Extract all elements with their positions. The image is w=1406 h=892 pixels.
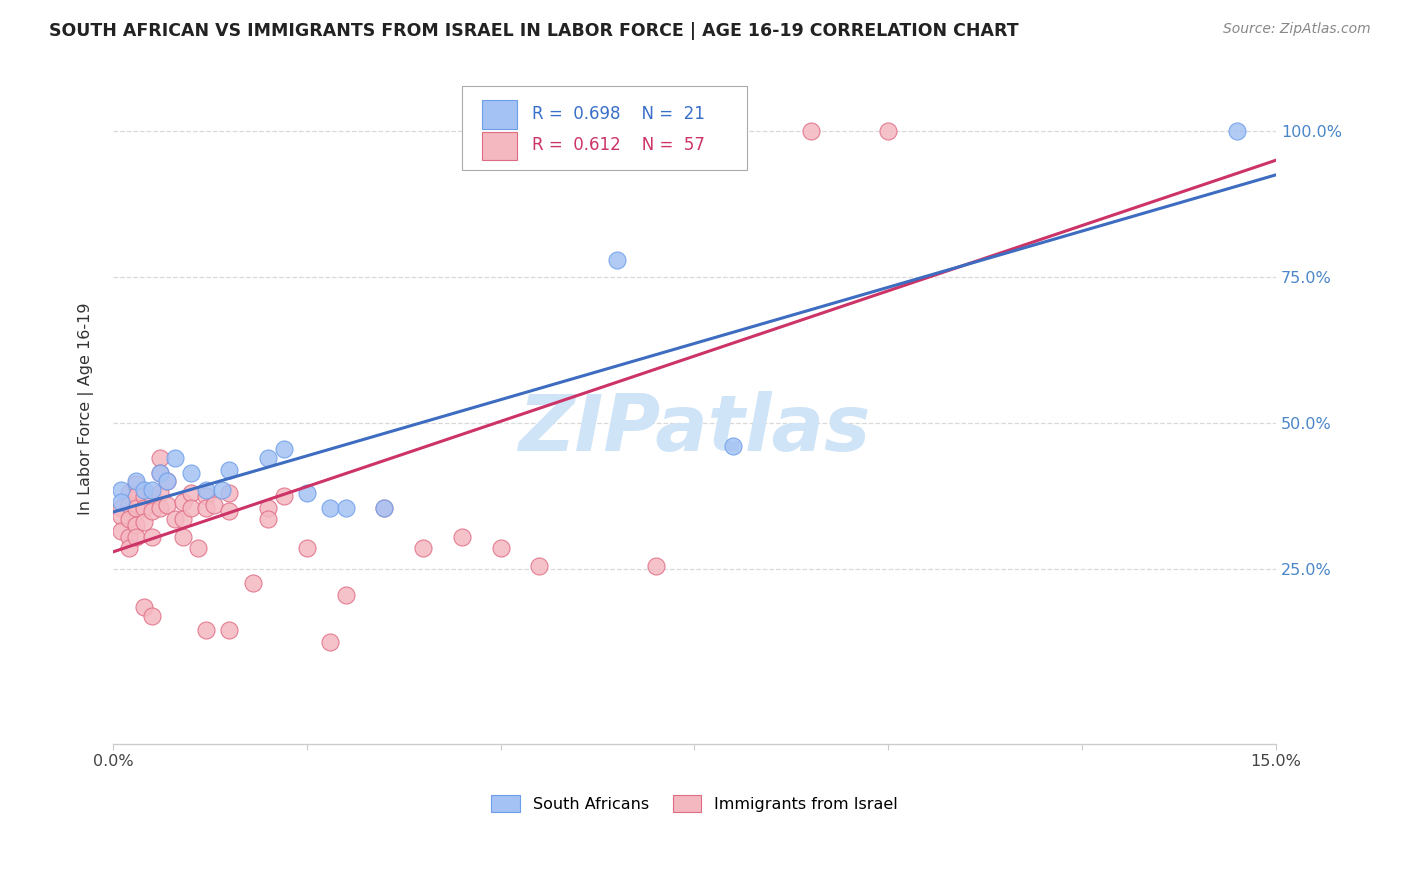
Point: [141, 530, 163, 544]
Point: [529, 558, 551, 573]
Point: [117, 512, 139, 526]
Point: [195, 623, 218, 637]
Point: [132, 489, 155, 503]
Point: [451, 530, 474, 544]
Point: [257, 450, 280, 465]
Point: [257, 500, 280, 515]
Y-axis label: In Labor Force | Age 16-19: In Labor Force | Age 16-19: [79, 302, 94, 515]
Point: [202, 498, 225, 512]
Point: [125, 500, 148, 515]
Point: [335, 500, 357, 515]
Point: [125, 489, 148, 503]
Point: [172, 512, 194, 526]
Point: [180, 466, 202, 480]
Point: [295, 541, 318, 556]
Point: [141, 608, 163, 623]
Point: [141, 483, 163, 497]
Point: [180, 486, 202, 500]
Point: [156, 475, 179, 489]
Point: [242, 576, 264, 591]
Bar: [482, 132, 516, 161]
Point: [319, 500, 342, 515]
Point: [148, 486, 170, 500]
Point: [211, 483, 233, 497]
Point: [195, 500, 218, 515]
Point: [132, 599, 155, 614]
Point: [132, 500, 155, 515]
Point: [125, 475, 148, 489]
Point: [148, 450, 170, 465]
Point: [141, 489, 163, 503]
Point: [644, 558, 666, 573]
Point: [172, 530, 194, 544]
Point: [163, 450, 186, 465]
Point: [117, 530, 139, 544]
Point: [110, 524, 132, 538]
Point: [132, 483, 155, 497]
Point: [110, 509, 132, 524]
Point: [148, 466, 170, 480]
Point: [117, 498, 139, 512]
Point: [335, 588, 357, 602]
Point: [180, 500, 202, 515]
Point: [148, 466, 170, 480]
Point: [218, 463, 240, 477]
Bar: [482, 101, 516, 128]
Point: [125, 530, 148, 544]
Point: [319, 635, 342, 649]
Point: [218, 503, 240, 517]
Point: [117, 541, 139, 556]
Text: SOUTH AFRICAN VS IMMIGRANTS FROM ISRAEL IN LABOR FORCE | AGE 16-19 CORRELATION C: SOUTH AFRICAN VS IMMIGRANTS FROM ISRAEL …: [49, 22, 1019, 40]
Point: [373, 500, 395, 515]
Point: [110, 495, 132, 509]
Point: [141, 503, 163, 517]
Text: ZIPatlas: ZIPatlas: [519, 391, 870, 467]
Point: [412, 541, 434, 556]
Point: [877, 124, 900, 138]
Text: Source: ZipAtlas.com: Source: ZipAtlas.com: [1223, 22, 1371, 37]
Point: [163, 512, 186, 526]
FancyBboxPatch shape: [463, 87, 747, 170]
Text: R =  0.612    N =  57: R = 0.612 N = 57: [531, 136, 704, 154]
Point: [218, 623, 240, 637]
Point: [156, 498, 179, 512]
Legend: South Africans, Immigrants from Israel: South Africans, Immigrants from Israel: [485, 789, 904, 818]
Point: [489, 541, 512, 556]
Point: [148, 500, 170, 515]
Point: [110, 483, 132, 497]
Point: [110, 500, 132, 515]
Point: [195, 483, 218, 497]
Point: [606, 252, 628, 267]
Point: [273, 442, 295, 457]
Point: [156, 475, 179, 489]
Text: R =  0.698    N =  21: R = 0.698 N = 21: [531, 105, 704, 123]
Point: [117, 486, 139, 500]
Point: [172, 495, 194, 509]
Point: [125, 477, 148, 491]
Point: [1226, 124, 1249, 138]
Point: [218, 486, 240, 500]
Point: [723, 439, 745, 453]
Point: [125, 518, 148, 533]
Point: [187, 541, 209, 556]
Point: [132, 515, 155, 529]
Point: [800, 124, 823, 138]
Point: [723, 124, 745, 138]
Point: [257, 512, 280, 526]
Point: [195, 489, 218, 503]
Point: [273, 489, 295, 503]
Point: [373, 500, 395, 515]
Point: [295, 486, 318, 500]
